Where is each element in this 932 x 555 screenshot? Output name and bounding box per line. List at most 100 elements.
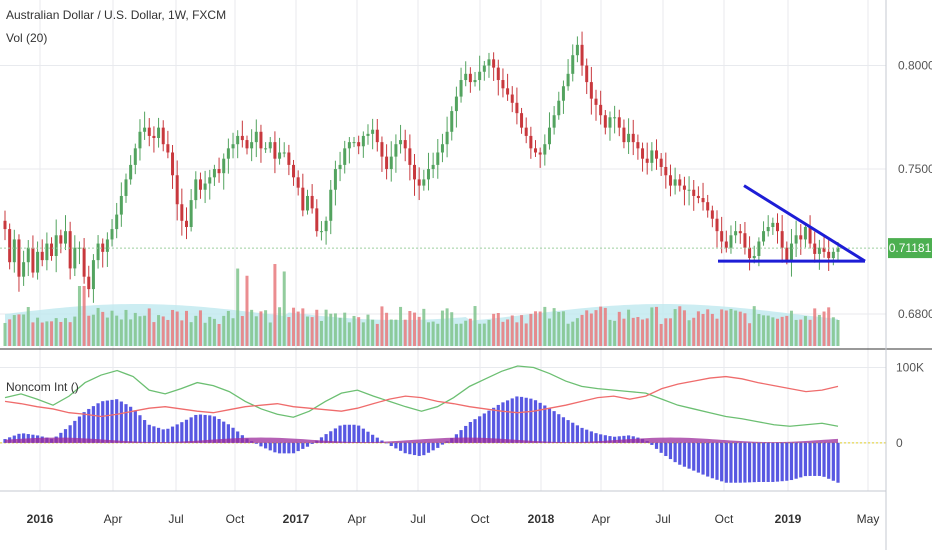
net-position-bar <box>184 419 189 443</box>
candle-body <box>538 152 542 155</box>
candle-body <box>45 243 49 261</box>
volume-bar <box>724 310 728 346</box>
candle-body <box>198 179 202 190</box>
candle-body <box>175 175 179 205</box>
net-position-bar <box>524 397 528 443</box>
price-pane <box>0 31 886 303</box>
net-position-bar <box>347 424 351 443</box>
candle-body <box>413 164 417 180</box>
net-position-bar <box>91 406 96 443</box>
net-position-bar <box>129 406 133 443</box>
volume-bar <box>403 319 407 346</box>
net-position-bar <box>319 437 324 443</box>
candle-body <box>729 235 733 248</box>
net-position-bar <box>101 401 105 443</box>
net-position-bar <box>301 442 305 449</box>
volume-bar <box>180 320 184 346</box>
volume-pane <box>3 264 840 346</box>
volume-bar <box>510 315 514 346</box>
volume-bar <box>166 319 170 346</box>
time-tick-label: 2017 <box>283 512 310 526</box>
indicator-pane <box>0 365 886 483</box>
net-position-bar <box>729 442 733 483</box>
net-position-bar <box>757 442 761 482</box>
volume-bar <box>380 306 384 346</box>
net-position-bar <box>63 429 68 443</box>
volume-bar <box>389 319 393 346</box>
candle-body <box>655 150 659 159</box>
candle-body <box>650 150 654 163</box>
candle-body <box>757 241 761 256</box>
volume-bar <box>636 317 640 346</box>
net-position-bar <box>73 420 77 443</box>
candle-body <box>631 133 635 143</box>
net-position-bar <box>170 426 175 443</box>
candle-body <box>636 142 640 149</box>
candle-body <box>352 142 356 144</box>
candle-body <box>347 142 351 149</box>
volume-bar <box>817 314 821 346</box>
volume-bar <box>175 311 179 346</box>
candle-body <box>454 96 458 112</box>
volume-bar <box>617 311 621 346</box>
candle-body <box>87 276 91 290</box>
net-position-bar <box>543 405 547 443</box>
net-position-bar <box>799 442 803 478</box>
volume-bar <box>566 323 570 346</box>
short-positions-line <box>4 375 839 418</box>
net-position-bar <box>496 404 500 443</box>
candle-body <box>310 195 314 209</box>
candle-body <box>119 195 123 215</box>
volume-bar <box>692 317 696 346</box>
candle-body <box>222 158 226 174</box>
candle-body <box>96 243 100 261</box>
net-position-bar <box>426 442 431 453</box>
net-position-bar <box>412 442 417 456</box>
volume-bar <box>250 309 254 346</box>
volume-bar <box>543 306 547 346</box>
volume-bar <box>305 316 309 346</box>
net-position-bar <box>440 442 445 445</box>
net-position-bar <box>808 442 812 476</box>
candle-body <box>492 59 496 68</box>
candle-body <box>752 255 756 259</box>
net-position-bar <box>384 442 389 444</box>
candle-body <box>692 189 696 196</box>
net-position-bar <box>692 442 696 471</box>
net-position-bar <box>552 411 556 443</box>
candle-body <box>422 179 426 186</box>
candle-body <box>743 233 747 248</box>
candle-body <box>3 220 7 230</box>
candle-body <box>766 227 770 232</box>
candle-body <box>645 158 649 163</box>
volume-bar <box>254 316 258 346</box>
volume-bar <box>292 307 296 346</box>
net-position-bar <box>464 425 468 443</box>
volume-bar <box>45 321 49 346</box>
net-position-bar <box>254 442 258 444</box>
candle-body <box>450 111 454 132</box>
candle-body <box>836 247 840 252</box>
candle-body <box>613 117 617 119</box>
net-position-bar <box>338 425 342 443</box>
net-position-bar <box>371 434 375 443</box>
candle-body <box>417 179 421 186</box>
volume-bar <box>552 308 556 346</box>
candle-body <box>385 156 389 170</box>
volume-bar <box>143 315 147 346</box>
volume-bar <box>361 322 365 346</box>
candle-body <box>171 152 175 176</box>
net-position-bar <box>198 414 203 443</box>
volume-bar <box>371 319 375 346</box>
net-position-bar <box>696 442 700 473</box>
volume-bar <box>650 307 654 346</box>
net-position-bar <box>533 400 538 443</box>
volume-bar <box>352 315 356 346</box>
volume-bar <box>319 320 323 346</box>
volume-bar <box>152 322 156 346</box>
net-position-bar <box>329 431 333 443</box>
volume-bar <box>645 318 649 346</box>
candle-body <box>287 152 291 165</box>
volume-bar <box>399 306 403 346</box>
candle-body <box>501 80 505 89</box>
